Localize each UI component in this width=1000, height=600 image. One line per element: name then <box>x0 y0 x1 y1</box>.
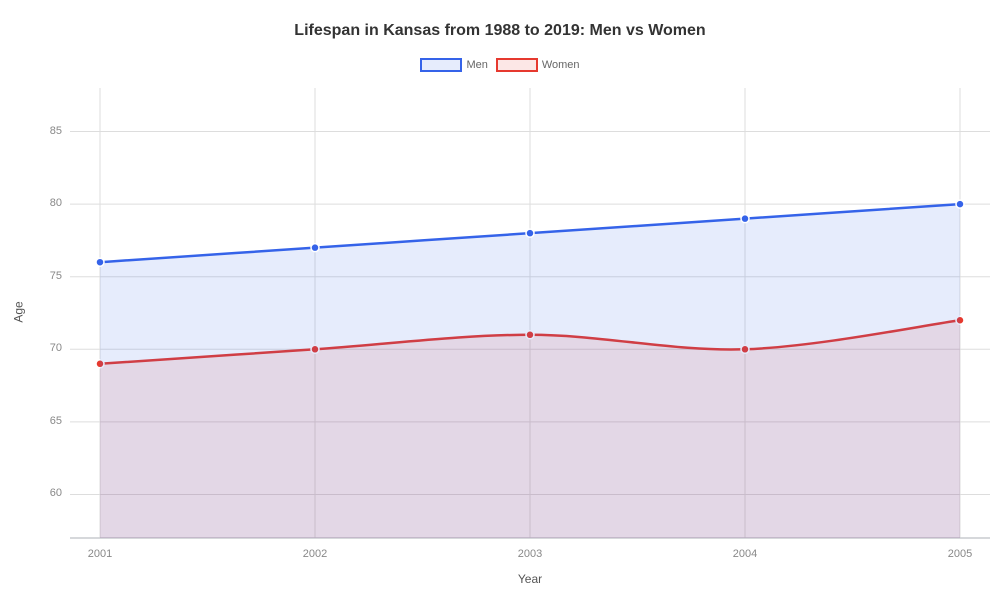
x-axis-label: Year <box>480 572 580 586</box>
x-tick: 2002 <box>285 548 345 560</box>
series-men-marker <box>311 244 319 252</box>
x-tick: 2003 <box>500 548 560 560</box>
y-tick: 65 <box>32 415 62 427</box>
y-tick: 75 <box>32 270 62 282</box>
series-men-marker <box>96 258 104 266</box>
chart-plot <box>0 0 1000 600</box>
y-axis-label: Age <box>12 301 26 322</box>
y-tick: 70 <box>32 342 62 354</box>
series-men-marker <box>526 229 534 237</box>
x-tick: 2001 <box>70 548 130 560</box>
series-men-marker <box>741 215 749 223</box>
y-tick: 85 <box>32 125 62 137</box>
series-men-marker <box>956 200 964 208</box>
chart-container: Lifespan in Kansas from 1988 to 2019: Me… <box>0 0 1000 600</box>
x-tick: 2004 <box>715 548 775 560</box>
x-tick: 2005 <box>930 548 990 560</box>
y-tick: 60 <box>32 487 62 499</box>
y-tick: 80 <box>32 197 62 209</box>
